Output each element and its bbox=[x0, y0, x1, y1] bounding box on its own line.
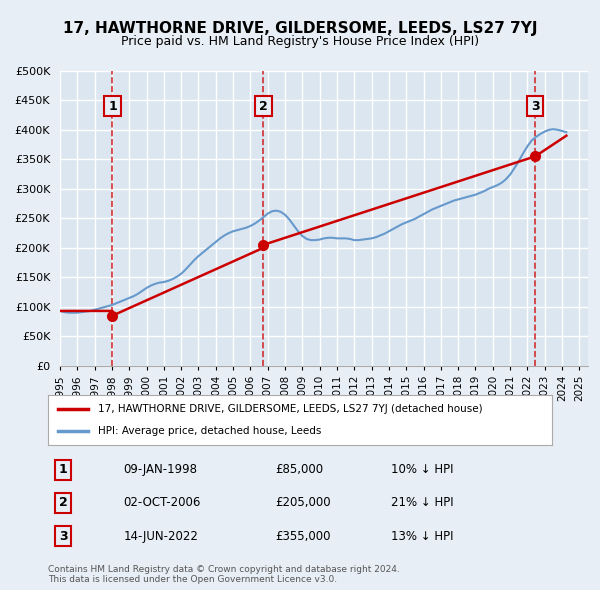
Text: Contains HM Land Registry data © Crown copyright and database right 2024.
This d: Contains HM Land Registry data © Crown c… bbox=[48, 565, 400, 584]
Text: £85,000: £85,000 bbox=[275, 463, 323, 477]
Text: £205,000: £205,000 bbox=[275, 496, 331, 510]
Text: 17, HAWTHORNE DRIVE, GILDERSOME, LEEDS, LS27 7YJ (detached house): 17, HAWTHORNE DRIVE, GILDERSOME, LEEDS, … bbox=[98, 404, 483, 414]
Text: £355,000: £355,000 bbox=[275, 529, 331, 543]
Text: 3: 3 bbox=[59, 529, 67, 543]
Text: 2: 2 bbox=[59, 496, 67, 510]
Text: 09-JAN-1998: 09-JAN-1998 bbox=[124, 463, 197, 477]
Text: HPI: Average price, detached house, Leeds: HPI: Average price, detached house, Leed… bbox=[98, 427, 322, 437]
Text: 17, HAWTHORNE DRIVE, GILDERSOME, LEEDS, LS27 7YJ: 17, HAWTHORNE DRIVE, GILDERSOME, LEEDS, … bbox=[63, 21, 537, 35]
Text: 10% ↓ HPI: 10% ↓ HPI bbox=[391, 463, 453, 477]
Text: 21% ↓ HPI: 21% ↓ HPI bbox=[391, 496, 454, 510]
Text: 1: 1 bbox=[108, 100, 117, 113]
Text: 3: 3 bbox=[531, 100, 539, 113]
Text: Price paid vs. HM Land Registry's House Price Index (HPI): Price paid vs. HM Land Registry's House … bbox=[121, 35, 479, 48]
Text: 02-OCT-2006: 02-OCT-2006 bbox=[124, 496, 201, 510]
Text: 2: 2 bbox=[259, 100, 268, 113]
Text: 1: 1 bbox=[59, 463, 67, 477]
Text: 13% ↓ HPI: 13% ↓ HPI bbox=[391, 529, 453, 543]
Text: 14-JUN-2022: 14-JUN-2022 bbox=[124, 529, 199, 543]
